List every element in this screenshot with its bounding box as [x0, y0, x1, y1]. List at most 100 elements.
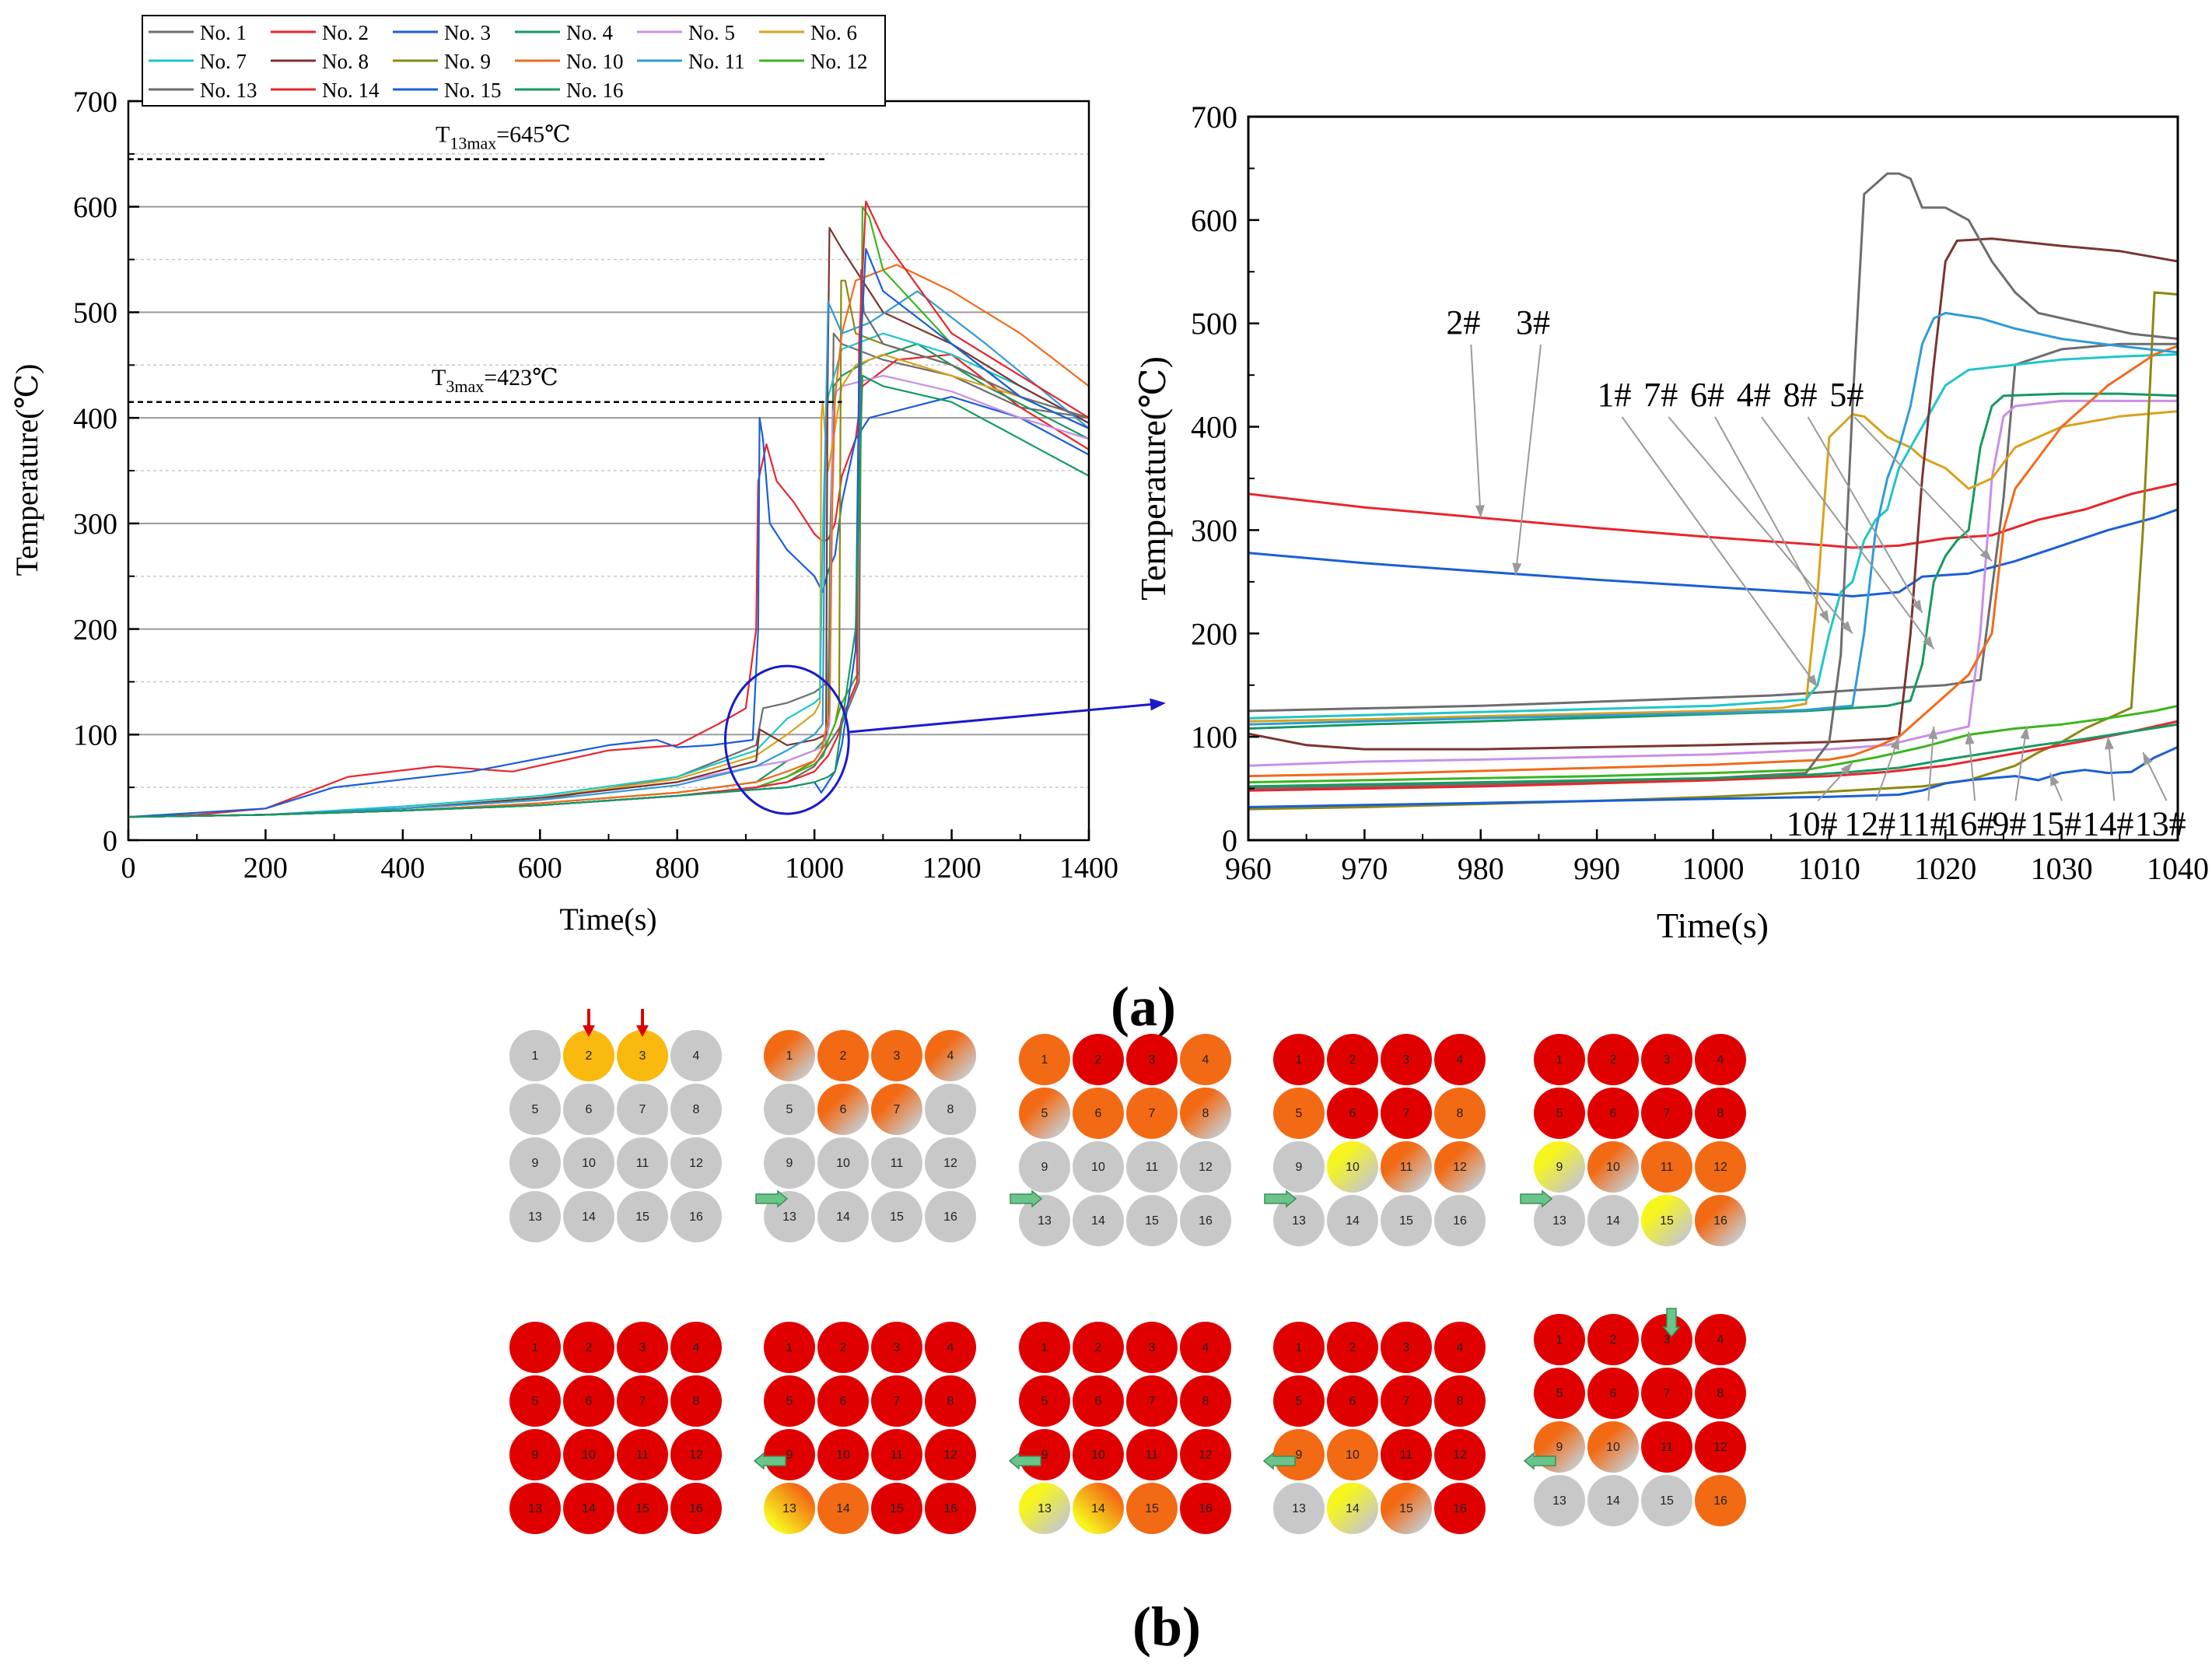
cell-1 — [1019, 1034, 1070, 1085]
cell-7 — [1641, 1088, 1692, 1139]
cell-label: 16 — [689, 1210, 703, 1224]
cell-label: 1 — [532, 1341, 539, 1354]
cell-label: 4 — [1202, 1341, 1209, 1354]
cell-label: 5 — [1296, 1395, 1303, 1408]
cell-15 — [1641, 1475, 1692, 1526]
cell-7 — [617, 1084, 668, 1135]
cell-14 — [817, 1191, 869, 1242]
cell-3 — [1381, 1034, 1432, 1085]
legend-entry: No. 8 — [322, 50, 369, 73]
cell-16 — [1434, 1483, 1486, 1534]
y-tick-label: 100 — [1191, 720, 1237, 755]
cell-14 — [1587, 1195, 1639, 1246]
cell-1 — [764, 1322, 815, 1373]
cell-6 — [817, 1375, 869, 1427]
cell-15 — [1641, 1195, 1692, 1246]
cell-label: 13 — [528, 1210, 542, 1224]
cell-6 — [563, 1375, 614, 1427]
cell-4 — [925, 1030, 976, 1081]
cell-label: 12 — [1453, 1449, 1467, 1462]
cell-label: 12 — [943, 1157, 957, 1170]
ignition-marker-head — [636, 1025, 649, 1037]
x-tick-label: 970 — [1341, 851, 1388, 886]
cell-5 — [509, 1084, 561, 1135]
zoom-arrow-head — [1150, 698, 1166, 711]
cell-15 — [1126, 1483, 1178, 1534]
series-line-15 — [1248, 746, 2178, 808]
cell-label: 9 — [1296, 1449, 1303, 1462]
series-label: 1# — [1598, 376, 1632, 414]
cell-label: 16 — [943, 1210, 957, 1224]
cell-5 — [1019, 1375, 1070, 1427]
cell-15 — [871, 1191, 922, 1242]
cell-label: 1 — [532, 1049, 539, 1063]
cell-8 — [925, 1084, 976, 1135]
cell-12 — [1695, 1141, 1746, 1193]
x-tick-label: 980 — [1458, 851, 1504, 886]
cell-13 — [1273, 1195, 1325, 1246]
cell-label: 11 — [1661, 1441, 1674, 1454]
cell-11 — [617, 1137, 668, 1189]
y-tick-label: 100 — [73, 720, 117, 752]
series-label: 14# — [2082, 804, 2133, 843]
series-label-arrowhead — [1512, 562, 1522, 576]
cell-15 — [1126, 1195, 1178, 1246]
cell-label: 7 — [894, 1395, 901, 1408]
cell-12 — [925, 1429, 976, 1480]
cell-3 — [1126, 1034, 1178, 1085]
legend-entry: No. 6 — [810, 21, 857, 44]
cell-label: 6 — [586, 1103, 593, 1116]
cell-8 — [925, 1375, 976, 1427]
cell-9 — [1019, 1141, 1070, 1193]
flow-arrows — [753, 1189, 1681, 1470]
series-label-arrowhead — [2020, 726, 2030, 740]
cell-13 — [1534, 1195, 1585, 1246]
cell-label: 14 — [582, 1502, 596, 1515]
x-tick-label: 1030 — [2031, 851, 2093, 886]
cell-7 — [871, 1084, 922, 1135]
flow-arrow-right — [1010, 1189, 1043, 1208]
cell-label: 8 — [1717, 1387, 1724, 1400]
cell-16 — [925, 1483, 976, 1534]
cell-label: 11 — [636, 1157, 649, 1170]
cell-2 — [1587, 1034, 1639, 1085]
cell-13 — [764, 1483, 815, 1534]
series-line-1 — [1248, 342, 2178, 713]
max-temperature-label: T3max=423℃ — [432, 365, 558, 396]
series-label: 9# — [1992, 804, 2026, 843]
cell-label: 13 — [1038, 1214, 1052, 1228]
series-line-7 — [1248, 353, 2178, 720]
cell-label: 12 — [689, 1157, 703, 1170]
cell-label: 16 — [1713, 1494, 1727, 1508]
cell-label: 15 — [890, 1502, 904, 1515]
cell-label: 12 — [1713, 1161, 1727, 1174]
cell-16 — [1695, 1195, 1746, 1246]
cell-label: 7 — [1664, 1107, 1671, 1120]
series-line-16 — [1248, 723, 2178, 788]
cell-13 — [509, 1191, 561, 1242]
cell-4 — [1434, 1322, 1486, 1373]
cell-label: 9 — [786, 1449, 793, 1462]
cell-label: 14 — [1346, 1214, 1360, 1228]
series-label: 7# — [1643, 376, 1678, 414]
y-axis-label: Temperature(℃) — [9, 364, 44, 576]
cell-label: 11 — [1661, 1161, 1674, 1174]
cell-1 — [1534, 1314, 1585, 1365]
zoomed-temperature-chart: 2# 3#1# 7# 6# 4# 8# 5#10# 12# 11#16#9# 15# 14# 13# … — [1133, 100, 2209, 945]
cell-label: 7 — [1149, 1395, 1156, 1408]
cell-label: 15 — [1660, 1214, 1674, 1228]
flow-arrow-left — [1008, 1452, 1041, 1470]
series-line-3 — [1248, 508, 2178, 597]
cell-7 — [1126, 1088, 1178, 1139]
cell-label: 9 — [1041, 1449, 1048, 1462]
series-label-arrowhead — [1965, 731, 1975, 744]
cell-14 — [1587, 1475, 1639, 1526]
cell-12 — [1180, 1429, 1231, 1480]
series-label: 5# — [1829, 376, 1864, 414]
series-label-leader — [1668, 416, 1853, 634]
cell-label: 16 — [1713, 1214, 1727, 1228]
x-axis-label: Time(s) — [559, 902, 656, 937]
cell-16 — [925, 1191, 976, 1242]
series-label-arrowhead — [1922, 636, 1934, 650]
